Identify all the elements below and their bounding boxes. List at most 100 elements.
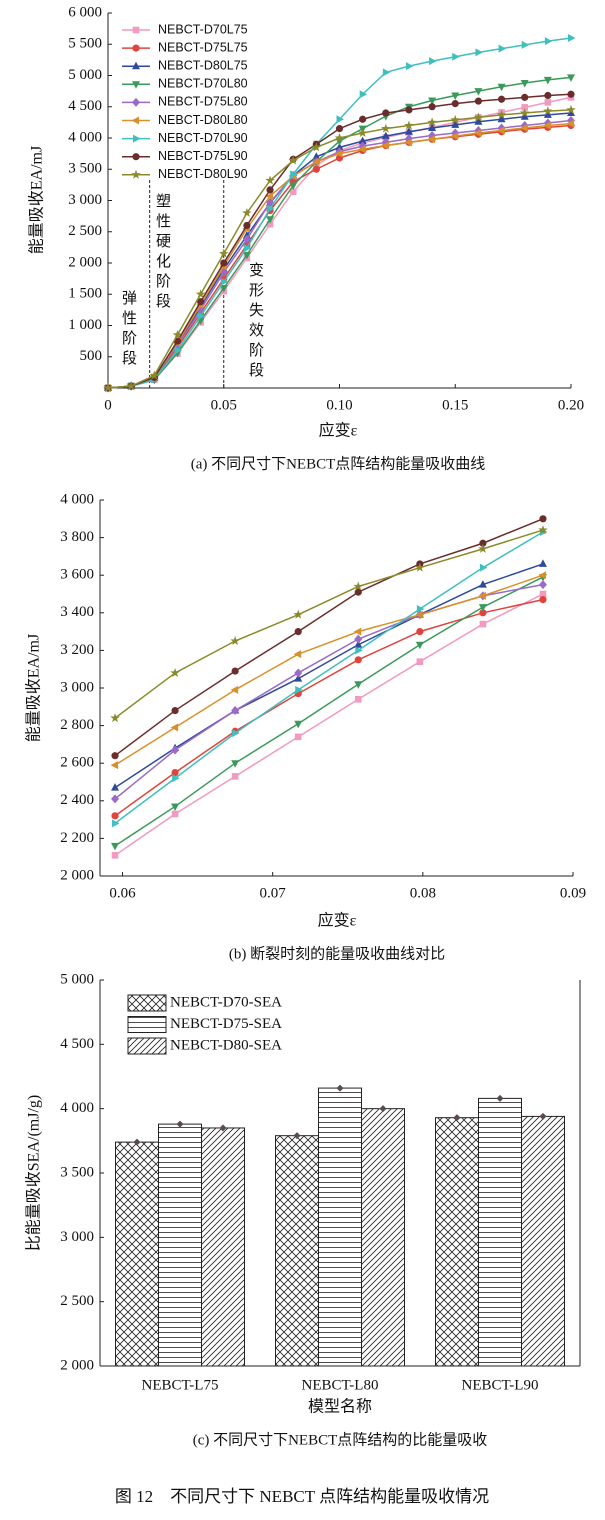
data-point [519,108,530,118]
legend-marker [131,116,139,125]
data-point [231,706,240,716]
data-point [479,563,488,572]
y-tick-label: 3 800 [60,529,94,545]
data-point [111,783,120,791]
series-line [114,598,544,817]
legend-label: NEBCT-D75-SEA [170,1016,282,1032]
data-point [172,774,180,783]
legend-marker [131,169,141,179]
chart-caption: (c) 不同尺寸下NEBCT点阵结构的比能量吸收 [193,1431,488,1448]
y-tick-label: 2 200 [60,830,94,846]
data-point [478,580,487,588]
data-point [428,123,437,131]
x-axis-title: 应变ε [318,911,357,930]
legend-label: NEBCT-D70L90 [158,131,248,145]
data-point [359,115,367,123]
data-point [415,562,425,572]
y-axis-title: 比能量吸收SEA/(mJ/g) [25,1095,43,1251]
bar-marker [293,1132,301,1140]
data-point [567,108,575,116]
data-point [544,91,552,100]
data-point [126,381,136,391]
data-point [111,842,120,851]
bar [275,1135,319,1367]
stage-annotation: 弹性阶段 [120,290,137,370]
y-tick-label: 4 500 [60,1036,94,1052]
legend-swatch [127,994,167,1012]
data-point [429,57,437,66]
x-tick-label: 0.08 [410,885,436,901]
data-point [219,285,228,293]
y-axis-title: 能量吸收EA/mJ [25,634,43,742]
y-tick-label: 4 000 [68,129,102,145]
data-point [538,580,547,590]
y-tick-label: 2 000 [60,867,94,883]
x-axis-title: 模型名称 [308,1398,372,1416]
x-tick-label: NEBCT-L90 [462,1377,539,1393]
bar-marker [176,1120,184,1128]
data-point [290,170,298,179]
data-point [497,95,506,103]
data-point [520,124,528,132]
data-point [427,135,436,144]
y-axis-title: 能量吸收EA/mJ [28,146,46,254]
data-point [294,720,303,729]
data-point [539,515,547,523]
data-point [415,641,424,650]
y-tick-label: 2 500 [60,1293,94,1309]
y-tick-label: 2 500 [68,223,102,239]
data-point [220,259,228,267]
data-point [450,114,461,124]
y-tick-label: 3 000 [68,192,102,208]
data-point [473,129,482,137]
x-tick-label: 0.15 [442,397,468,413]
data-point [171,803,180,811]
data-point [479,620,487,628]
bar [478,1097,522,1367]
data-point [497,114,506,123]
x-tick-label: NEBCT-L80 [302,1377,379,1393]
data-point [567,90,575,98]
data-point [538,559,547,567]
data-point [474,88,483,96]
y-tick-label: 3 400 [60,604,94,620]
legend-label: NEBCT-D75L90 [158,149,248,163]
data-point [404,120,414,130]
data-point [110,761,119,770]
data-point [354,695,362,703]
data-point [220,277,229,286]
bar [201,1127,245,1367]
data-point [312,165,320,173]
chart-caption: (a) 不同尺寸下NEBCT点阵结构能量吸收曲线 [191,455,486,472]
legend-label: NEBCT-D70L75 [158,22,248,36]
chart-caption: (b) 断裂时刻的能量吸收曲线对比 [229,945,445,962]
data-point [474,117,483,125]
data-point [336,115,344,124]
data-point [294,627,302,636]
bar [361,1108,405,1367]
legend-swatch [127,1016,167,1033]
y-tick-label: 1 000 [68,317,102,333]
data-point [450,132,459,141]
bar [521,1115,565,1367]
data-point [171,706,179,715]
legend-label: NEBCT-D80L75 [158,58,248,72]
data-point [539,596,547,604]
data-point [170,667,180,678]
stage-annotation: 变形失效阶段 [247,262,264,382]
data-point [195,289,206,299]
y-tick-label: 3 600 [60,567,94,583]
y-tick-label: 3 200 [60,642,94,658]
y-tick-label: 3 000 [60,679,94,695]
y-tick-label: 2 000 [60,1357,94,1373]
data-point [428,97,437,105]
data-point [171,745,180,755]
data-point [538,525,548,535]
data-point [451,92,460,100]
data-point [294,668,303,678]
y-tick-label: 6 000 [68,4,102,20]
series-line [114,574,544,766]
data-point [497,126,505,135]
data-point [353,627,362,636]
x-tick-label: 0.07 [260,885,287,901]
